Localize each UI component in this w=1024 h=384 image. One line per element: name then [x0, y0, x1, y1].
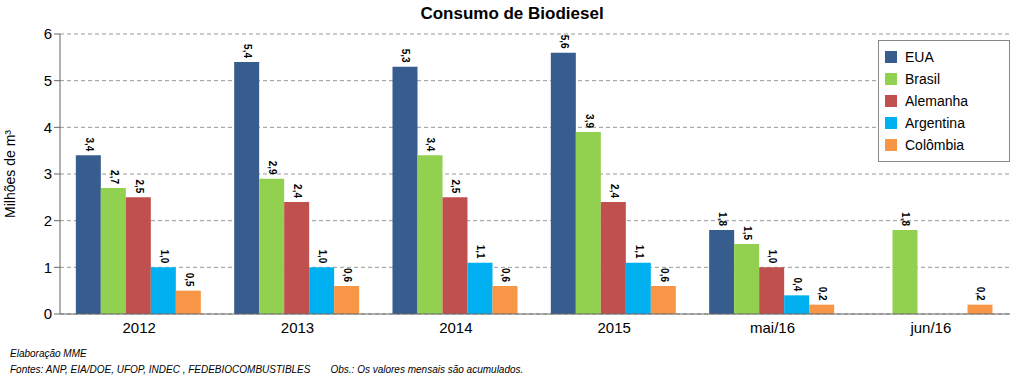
svg-text:0,2: 0,2 [975, 287, 986, 301]
svg-text:1,1: 1,1 [634, 245, 645, 259]
svg-text:2,5: 2,5 [134, 179, 145, 193]
svg-text:mai/16: mai/16 [750, 319, 795, 336]
svg-text:3: 3 [44, 165, 52, 182]
svg-text:3,4: 3,4 [84, 137, 95, 151]
svg-text:1,5: 1,5 [742, 226, 753, 240]
html-text:Argentina: Argentina [905, 115, 965, 131]
svg-text:1,1: 1,1 [475, 245, 486, 259]
svg-text:2,9: 2,9 [267, 161, 278, 175]
svg-text:0: 0 [44, 305, 52, 322]
svg-text:4: 4 [44, 119, 52, 136]
svg-text:0,6: 0,6 [500, 268, 511, 282]
html-text:Colômbia: Colômbia [905, 137, 965, 153]
html-text:Obs.: Os valores mensais são a: Obs.: Os valores mensais são acumulados. [330, 364, 524, 375]
svg-text:0,6: 0,6 [342, 268, 353, 282]
svg-text:3,9: 3,9 [584, 114, 595, 128]
svg-text:2015: 2015 [597, 319, 630, 336]
svg-text:5,3: 5,3 [400, 49, 411, 63]
svg-text:5,4: 5,4 [242, 44, 253, 58]
svg-text:0,5: 0,5 [184, 273, 195, 287]
svg-text:2,4: 2,4 [292, 184, 303, 198]
svg-text:2,5: 2,5 [450, 179, 461, 193]
svg-text:1: 1 [44, 259, 52, 276]
svg-text:1,8: 1,8 [900, 212, 911, 226]
svg-text:1,0: 1,0 [159, 249, 170, 263]
svg-text:2012: 2012 [122, 319, 155, 336]
svg-text:0,2: 0,2 [817, 287, 828, 301]
svg-text:2,4: 2,4 [609, 184, 620, 198]
svg-text:5: 5 [44, 72, 52, 89]
svg-text:1,8: 1,8 [717, 212, 728, 226]
html-text:Brasil: Brasil [905, 71, 940, 87]
svg-text:6: 6 [44, 25, 52, 42]
svg-text:2013: 2013 [281, 319, 314, 336]
svg-text:3,4: 3,4 [425, 137, 436, 151]
html-text:Alemanha: Alemanha [905, 93, 968, 109]
svg-text:1,0: 1,0 [767, 249, 778, 263]
svg-text:0,4: 0,4 [792, 277, 803, 291]
html-text:Fontes: ANP, EIA/DOE, UFOP, IN: Fontes: ANP, EIA/DOE, UFOP, INDEC , FEDE… [10, 364, 311, 375]
svg-text:1,0: 1,0 [317, 249, 328, 263]
svg-text:0,6: 0,6 [659, 268, 670, 282]
html-text:EUA: EUA [905, 49, 934, 65]
svg-text:2014: 2014 [439, 319, 472, 336]
svg-text:Milhões de m³: Milhões de m³ [8, 130, 18, 218]
svg-text:2,7: 2,7 [109, 170, 120, 184]
html-text:Elaboração MME: Elaboração MME [10, 348, 87, 359]
svg-text:5,6: 5,6 [559, 35, 570, 49]
html-text:Consumo de Biodiesel: Consumo de Biodiesel [420, 4, 604, 23]
svg-text:jun/16: jun/16 [909, 319, 951, 336]
svg-text:2: 2 [44, 212, 52, 229]
